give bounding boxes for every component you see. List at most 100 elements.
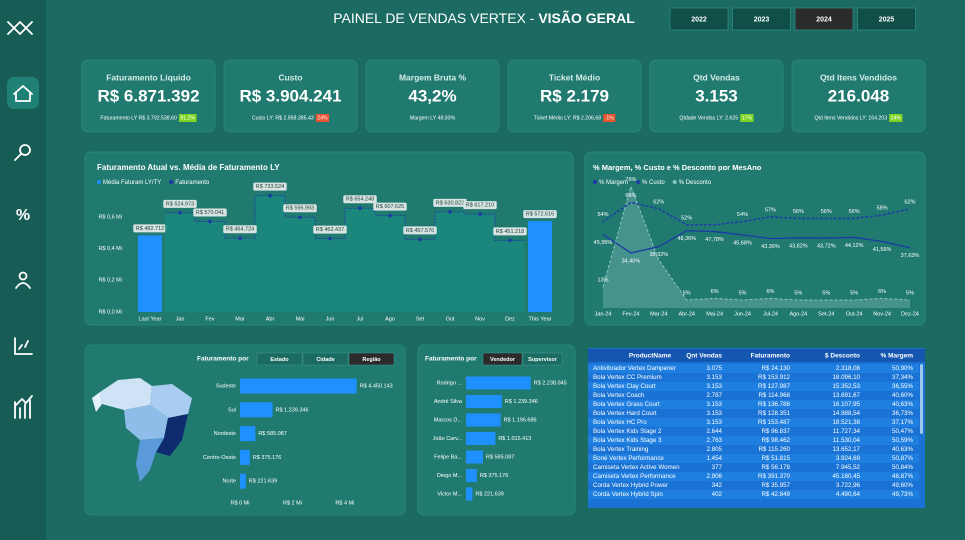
home-button[interactable] <box>7 77 39 109</box>
kpi-ly: Ticket Médio LY: R$ 2.206,68 <box>534 115 602 121</box>
data-label-bg <box>523 210 557 219</box>
y-tick-label: R$ 0,0 Mi <box>98 309 122 315</box>
legend-dot <box>636 180 641 184</box>
x-tick-label: Set-24 <box>818 311 834 317</box>
table-cell: R$ 114.968 <box>758 392 790 399</box>
kpi-value: 216.048 <box>828 86 889 105</box>
table-cell: 45.180,45 <box>832 473 860 480</box>
table-cell: 15.352,53 <box>832 383 860 390</box>
x-tick-label: Jun <box>326 316 335 322</box>
y-tick-label: Nordeste <box>214 431 236 437</box>
percent-icon[interactable]: % <box>16 207 30 224</box>
table-row[interactable] <box>588 472 919 481</box>
table-row[interactable] <box>588 400 919 409</box>
filter-button[interactable] <box>302 352 349 366</box>
kpi-value: 3.153 <box>695 86 738 105</box>
column-header: ProductName <box>629 353 672 360</box>
scrollbar[interactable] <box>920 364 923 434</box>
table-cell: 3.153 <box>707 419 723 426</box>
bar <box>466 395 502 408</box>
filter-button[interactable] <box>348 352 395 366</box>
table-cell: Camiseta Vertex Active Women <box>593 464 680 471</box>
kpi-title: Faturamento Líquido <box>106 72 191 82</box>
x-tick-label: Last Year <box>139 316 162 322</box>
chart-title: Faturamento por <box>425 356 477 363</box>
table-cell: 40,63% <box>892 401 913 408</box>
table-row[interactable] <box>588 427 919 436</box>
data-label: 43,82% <box>789 243 808 249</box>
data-label: 58% <box>877 206 888 212</box>
kpi-ly: Custo LY: R$ 2.958.385,43 <box>252 115 314 121</box>
y-tick-label: R$ 0,2 Mi <box>98 278 122 284</box>
data-label: 45,68% <box>733 240 752 246</box>
table-cell: R$ 128.351 <box>758 410 791 417</box>
x-tick-label: Ago-24 <box>789 311 807 317</box>
table-row[interactable] <box>588 454 919 463</box>
people-icon[interactable] <box>18 271 28 281</box>
x-tick-label: Mar <box>235 316 245 322</box>
table-cell: R$ 98.462 <box>761 437 790 444</box>
year-button[interactable] <box>669 7 729 31</box>
table-row[interactable] <box>588 481 919 490</box>
year-button[interactable] <box>857 7 916 31</box>
point <box>388 213 392 218</box>
filter-button[interactable] <box>256 352 303 366</box>
table-row[interactable] <box>588 436 919 445</box>
data-label: R$ 630.822 <box>436 200 464 206</box>
table-row[interactable] <box>588 364 919 373</box>
table-rows: Antivibrador Vertex Dampener 3.075 R$ 24.1… <box>588 364 919 499</box>
table-cell: R$ 115.260 <box>758 446 790 453</box>
tennis-icon[interactable] <box>19 144 31 156</box>
growth-icon[interactable] <box>14 395 33 419</box>
table-cell: 3.153 <box>707 383 723 390</box>
table-row[interactable] <box>588 373 919 382</box>
table-cell: 2.318,08 <box>836 365 861 372</box>
filter-button[interactable] <box>482 352 523 366</box>
scatter-icon[interactable] <box>14 337 33 355</box>
data-label: R$ 375.176 <box>480 473 508 479</box>
table-cell: R$ 24.130 <box>761 365 790 372</box>
x-tick-label: Abr <box>266 316 275 322</box>
legend-label: % Custo <box>642 180 665 186</box>
data-label: 13% <box>597 278 608 284</box>
x-tick-label: Mai-24 <box>706 311 723 317</box>
x-tick-label: Fev <box>205 316 214 322</box>
x-tick-label: R$ 4 Mi <box>335 500 354 506</box>
table-cell: 50,47% <box>892 428 913 435</box>
x-tick-label: Jan-24 <box>595 311 612 317</box>
x-tick-label: This Year <box>529 316 552 322</box>
filter-label: Vendedor <box>490 357 516 363</box>
data-label: 66% <box>625 193 636 199</box>
y-tick-label: André Silva <box>434 399 463 405</box>
table-row[interactable] <box>588 445 919 454</box>
table-row[interactable] <box>588 463 919 472</box>
year-button[interactable] <box>794 7 854 31</box>
table-cell: 18.096,10 <box>832 374 860 381</box>
data-label-bg <box>193 208 227 217</box>
data-label: 34,40% <box>622 258 641 264</box>
table-row[interactable] <box>588 391 919 400</box>
table-row[interactable] <box>588 418 919 427</box>
table-cell: Bola Vertex Hard Court <box>593 410 657 417</box>
legend-label: Faturamento <box>175 180 210 186</box>
point <box>268 193 272 198</box>
y-tick-label: R$ 0,4 Mi <box>98 246 122 252</box>
chart-title: Faturamento Atual vs. Média de Faturamen… <box>97 163 280 172</box>
year-button[interactable] <box>732 7 791 31</box>
map <box>92 378 192 482</box>
point <box>448 210 452 214</box>
desconto-area <box>603 186 910 308</box>
data-label-bg <box>403 226 437 235</box>
chart-panel <box>584 151 926 326</box>
table-row[interactable] <box>588 409 919 418</box>
table-cell: 7.945,52 <box>836 464 861 471</box>
bar <box>240 426 256 442</box>
table-row[interactable] <box>588 490 919 499</box>
table-cell: 36,73% <box>892 410 913 417</box>
y-tick-label: Norte <box>223 479 236 485</box>
table-row[interactable] <box>588 382 919 391</box>
kpi-badge: 81,2% <box>180 115 195 121</box>
filter-button[interactable] <box>522 352 563 366</box>
data-label: 43,36% <box>761 244 780 250</box>
